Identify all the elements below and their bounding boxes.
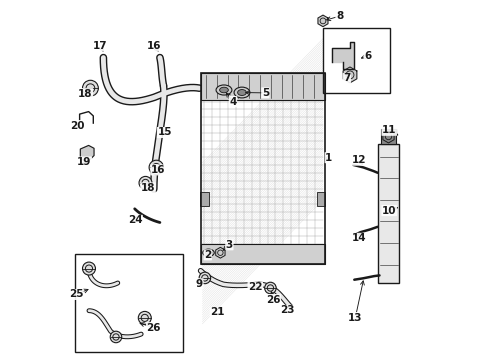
Bar bbox=[322, 28, 389, 93]
Polygon shape bbox=[343, 67, 356, 83]
Text: 18: 18 bbox=[78, 89, 92, 99]
Text: 17: 17 bbox=[93, 41, 107, 51]
Text: 21: 21 bbox=[210, 307, 224, 318]
Ellipse shape bbox=[216, 85, 231, 95]
Text: 2: 2 bbox=[203, 250, 211, 260]
Bar bbox=[377, 144, 399, 283]
Text: 18: 18 bbox=[141, 183, 155, 193]
Text: 19: 19 bbox=[77, 157, 91, 167]
Circle shape bbox=[82, 262, 95, 275]
Polygon shape bbox=[215, 247, 224, 258]
Polygon shape bbox=[80, 145, 94, 159]
Polygon shape bbox=[331, 42, 353, 69]
Bar bbox=[200, 244, 324, 264]
Bar bbox=[380, 129, 396, 144]
Text: 26: 26 bbox=[146, 323, 161, 333]
Text: 16: 16 bbox=[150, 165, 165, 175]
Text: 11: 11 bbox=[381, 125, 396, 135]
Text: 14: 14 bbox=[351, 233, 366, 243]
Text: 16: 16 bbox=[146, 41, 161, 51]
Bar bbox=[316, 192, 325, 206]
Text: 20: 20 bbox=[70, 121, 84, 131]
Text: 7: 7 bbox=[343, 73, 350, 84]
Circle shape bbox=[110, 331, 122, 343]
Circle shape bbox=[149, 160, 163, 175]
Text: 9: 9 bbox=[196, 279, 203, 289]
Text: 10: 10 bbox=[381, 206, 396, 216]
Text: 13: 13 bbox=[347, 312, 362, 323]
Bar bbox=[200, 192, 208, 206]
Bar bbox=[75, 254, 182, 352]
Circle shape bbox=[264, 282, 276, 294]
Text: 4: 4 bbox=[229, 96, 236, 107]
Text: 6: 6 bbox=[363, 51, 370, 61]
Polygon shape bbox=[317, 15, 327, 27]
Text: 15: 15 bbox=[157, 127, 171, 138]
Bar bbox=[200, 73, 324, 100]
Ellipse shape bbox=[205, 251, 211, 255]
Bar bbox=[200, 73, 324, 264]
Text: 1: 1 bbox=[325, 153, 332, 163]
Text: 22: 22 bbox=[247, 282, 262, 292]
Text: 5: 5 bbox=[261, 88, 268, 98]
Ellipse shape bbox=[203, 249, 214, 256]
Text: 3: 3 bbox=[225, 240, 232, 250]
Ellipse shape bbox=[234, 87, 249, 98]
Text: 25: 25 bbox=[69, 289, 83, 300]
Circle shape bbox=[82, 80, 98, 96]
Ellipse shape bbox=[219, 87, 228, 93]
Ellipse shape bbox=[237, 90, 246, 95]
Circle shape bbox=[139, 176, 152, 189]
Text: 12: 12 bbox=[351, 155, 366, 165]
Polygon shape bbox=[382, 130, 393, 143]
Text: 24: 24 bbox=[127, 215, 142, 225]
Circle shape bbox=[199, 272, 210, 284]
Text: 26: 26 bbox=[265, 294, 280, 305]
Text: 8: 8 bbox=[335, 11, 343, 21]
Text: 23: 23 bbox=[280, 305, 294, 315]
Circle shape bbox=[138, 311, 151, 324]
